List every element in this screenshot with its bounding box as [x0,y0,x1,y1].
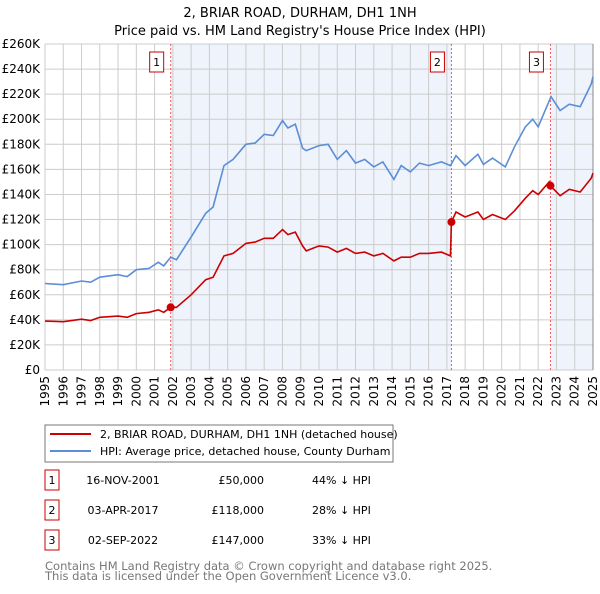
legend-label-property: 2, BRIAR ROAD, DURHAM, DH1 1NH (detached… [100,428,398,441]
x-tick-label: 2010 [312,376,326,407]
table-row-number-box [44,499,60,521]
table-row-number-box [44,469,60,491]
table-row-hpi-diff: 44% ↓ HPI [312,474,371,487]
chart-title: 2, BRIAR ROAD, DURHAM, DH1 1NH [183,6,416,21]
x-tick-label: 2014 [385,376,399,407]
table-row-date: 16-NOV-2001 [86,474,160,487]
x-tick-label: 2021 [513,376,527,407]
sale-point [166,303,175,312]
property-price-line [44,172,594,323]
table-row-price: £147,000 [212,534,265,547]
x-tick-label: 2012 [349,376,363,407]
x-tick-label: 2018 [458,376,472,407]
sale-point [546,181,555,190]
y-tick-label: £40K [9,313,41,327]
table-row-price: £118,000 [212,504,265,517]
sale-marker-box [149,51,165,73]
table-row-date: 02-SEP-2022 [88,534,158,547]
table-row-hpi-diff: 28% ↓ HPI [312,504,371,517]
sale-marker-label: 1 [153,56,160,69]
y-tick-label: £220K [2,87,42,101]
x-tick-label: 2003 [184,376,198,407]
x-tick-label: 2004 [202,376,216,407]
chart-subtitle: Price paid vs. HM Land Registry's House … [114,24,486,39]
x-tick-label: 2016 [422,376,436,407]
sale-marker-label: 3 [533,56,540,69]
x-tick-label: 1996 [56,376,70,407]
y-tick-label: £120K [2,213,42,227]
hpi-line [44,76,594,286]
table-row-number: 1 [49,474,56,487]
x-tick-label: 1999 [111,376,125,407]
y-tick-label: £200K [2,112,42,126]
x-tick-label: 2008 [275,376,289,407]
x-tick-label: 2025 [586,376,600,407]
shaded-period-1 [170,44,452,370]
x-tick-label: 2000 [129,376,143,407]
sale-marker-box [429,51,445,73]
sales-table: 1 16-NOV-2001 £50,000 44% ↓ HPI 2 03-APR-2017… [44,469,371,551]
table-row-hpi-diff: 33% ↓ HPI [312,534,371,547]
table-row-number: 2 [49,504,56,517]
x-tick-label: 2024 [568,376,582,407]
sale-point [447,218,456,227]
x-tick-label: 2017 [440,376,454,407]
x-tick-label: 1998 [93,376,107,407]
x-tick-label: 2005 [221,376,235,407]
table-row-number: 3 [49,534,56,547]
shaded-period-3 [550,44,593,370]
x-tick-label: 2020 [495,376,509,407]
y-tick-label: £240K [2,62,42,76]
y-tick-label: £20K [9,338,41,352]
y-tick-label: £140K [2,187,42,201]
y-tick-label: £160K [2,162,42,176]
x-tick-label: 2011 [330,376,344,407]
table-row-price: £50,000 [219,474,265,487]
y-tick-label: £260K [2,37,42,51]
sale-marker-label: 2 [434,56,441,69]
y-tick-label: £60K [9,288,41,302]
footer-line-1: Contains HM Land Registry data © Crown c… [45,559,492,573]
x-tick-label: 2023 [549,376,563,407]
x-tick-label: 1995 [38,376,52,407]
y-tick-label: £100K [2,238,42,252]
x-tick-label: 2022 [531,376,545,407]
footer-line-2: This data is licensed under the Open Gov… [44,569,411,583]
table-row-number-box [44,529,60,551]
legend-label-hpi: HPI: Average price, detached house, Coun… [100,445,391,458]
x-tick-label: 2019 [476,376,490,407]
x-tick-label: 2009 [294,376,308,407]
table-row-date: 03-APR-2017 [87,504,158,517]
x-tick-label: 2015 [403,376,417,407]
y-tick-label: £80K [9,263,41,277]
x-tick-label: 2002 [166,376,180,407]
x-tick-label: 1997 [75,376,89,407]
x-tick-label: 2006 [239,376,253,407]
x-tick-label: 2013 [367,376,381,407]
y-tick-label: £0 [25,363,40,377]
x-tick-label: 2001 [148,376,162,407]
y-tick-label: £180K [2,137,42,151]
x-tick-label: 2007 [257,376,271,407]
sale-marker-box [528,51,544,73]
legend: 2, BRIAR ROAD, DURHAM, DH1 1NH (detached… [44,424,398,463]
